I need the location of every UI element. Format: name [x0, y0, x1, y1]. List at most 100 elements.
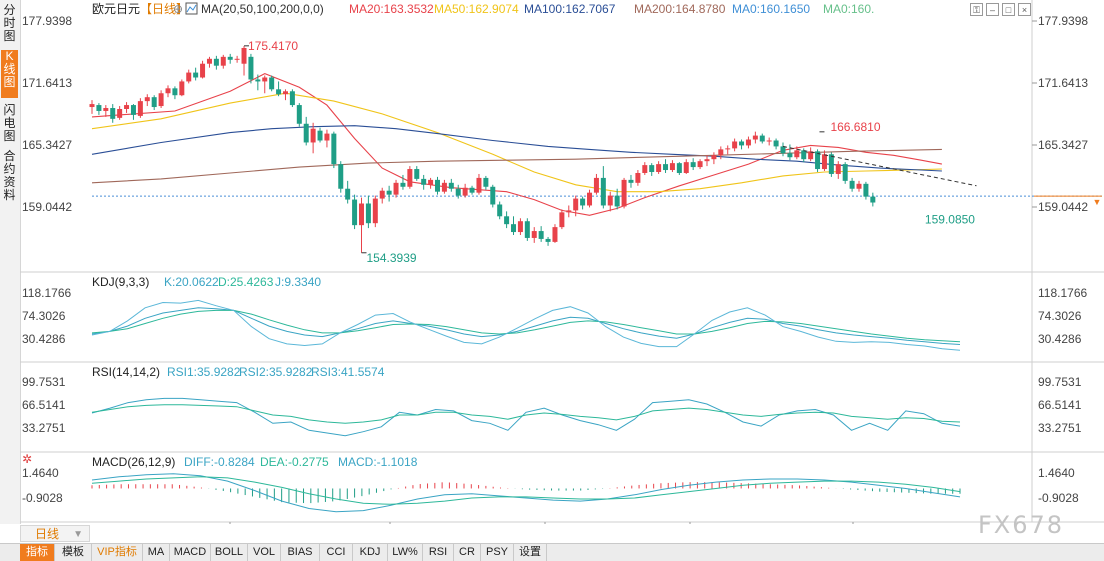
- candle-body: [345, 188, 351, 200]
- candle-body: [725, 148, 731, 150]
- period-select-value: 日线: [35, 527, 60, 541]
- candle-body: [255, 79, 261, 82]
- candle-body: [441, 182, 447, 192]
- rsi-title: RSI(14,14,2): [92, 365, 160, 379]
- bottom-tab-2[interactable]: VIP指标: [92, 544, 143, 561]
- candle-body: [635, 172, 641, 183]
- tab-contract-info[interactable]: 合约资料: [3, 149, 16, 202]
- bottom-tab-4[interactable]: MACD: [170, 544, 211, 561]
- bottom-tab-10[interactable]: LW%: [388, 544, 423, 561]
- candle-body: [580, 198, 586, 206]
- candle-body: [711, 155, 717, 160]
- candle-body: [649, 165, 655, 172]
- candle-body: [352, 199, 358, 226]
- ma-legend-item: MA0:160.: [823, 2, 874, 16]
- lock-icon[interactable]: ⚿: [970, 3, 983, 16]
- kdj-d-line: [91, 309, 961, 343]
- tab-time-sharing[interactable]: 分时图: [3, 3, 16, 43]
- bottom-tab-5[interactable]: BOLL: [211, 544, 248, 561]
- candle-body: [621, 179, 627, 207]
- candle-body: [435, 179, 440, 192]
- candle-body: [552, 227, 558, 242]
- candle-body: [179, 81, 185, 96]
- low-label: 154.3939: [366, 251, 416, 265]
- candle-body: [206, 58, 212, 64]
- ma-legend-item: MA0:160.1650: [732, 2, 810, 16]
- candle-body: [130, 105, 136, 115]
- candle-body: [600, 177, 606, 206]
- candle-body: [656, 164, 662, 172]
- bottom-tab-9[interactable]: KDJ: [353, 544, 388, 561]
- candle-body: [559, 212, 565, 228]
- rsi3-line: [91, 404, 961, 424]
- candle-body: [683, 162, 689, 173]
- bottom-tab-14[interactable]: 设置: [514, 544, 547, 561]
- candle-body: [220, 56, 226, 66]
- candle-body: [469, 187, 475, 193]
- candle-body: [365, 203, 371, 224]
- candle-body: [766, 140, 772, 142]
- candle-body: [587, 192, 593, 206]
- candle-body: [524, 221, 530, 238]
- kdj-y-tick: 118.1766: [1038, 286, 1087, 300]
- macd-dea-label: DEA:-0.2775: [260, 455, 329, 469]
- candle-body: [96, 105, 102, 111]
- candle-body: [739, 141, 745, 146]
- candle-body: [103, 108, 109, 111]
- candle-body: [421, 178, 427, 185]
- bottom-tab-3[interactable]: MA: [143, 544, 170, 561]
- bottom-tab-8[interactable]: CCI: [320, 544, 353, 561]
- bottom-tab-11[interactable]: RSI: [423, 544, 454, 561]
- candle-body: [566, 210, 572, 213]
- macd-y-tick-left: -0.9028: [22, 491, 63, 505]
- tab-kline[interactable]: K线图: [1, 50, 18, 98]
- candle-body: [483, 177, 489, 187]
- candle-body: [462, 187, 468, 196]
- rsi3-label: RSI3:41.5574: [311, 365, 385, 379]
- bottom-tab-13[interactable]: PSY: [481, 544, 514, 561]
- ma-legend-item: MA200:164.8780: [634, 2, 726, 16]
- candle-body: [289, 91, 295, 106]
- kdj-y-tick: 30.4286: [1038, 332, 1082, 346]
- candle-body: [89, 104, 95, 108]
- candle-body: [393, 182, 399, 195]
- macd-y-tick: 1.4640: [1038, 466, 1075, 480]
- y-tick-label-left: 159.0442: [22, 200, 72, 214]
- symbol-name: 欧元日元: [92, 2, 140, 16]
- candle-body: [262, 77, 268, 82]
- tab-flash-chart[interactable]: 闪电图: [3, 103, 16, 143]
- period-select[interactable]: 日线 ▼: [20, 525, 90, 542]
- close-icon[interactable]: ×: [1018, 3, 1031, 16]
- candle-body: [821, 154, 827, 170]
- candle-body: [158, 93, 164, 107]
- bottom-tab-6[interactable]: VOL: [248, 544, 281, 561]
- candle-body: [511, 224, 517, 233]
- ma-line-ma20: [91, 72, 943, 216]
- candle-body: [745, 139, 751, 146]
- candle-body: [331, 133, 337, 165]
- bottom-tab-12[interactable]: CR: [454, 544, 481, 561]
- bottom-tab-0[interactable]: 指标: [20, 544, 55, 561]
- restore-icon[interactable]: □: [1002, 3, 1015, 16]
- candle-body: [172, 88, 178, 96]
- candle-body: [773, 140, 779, 147]
- macd-settings-icon[interactable]: ✲: [22, 452, 33, 466]
- candle-body: [835, 164, 841, 174]
- candle-body: [358, 203, 364, 226]
- candle-body: [400, 182, 406, 187]
- candle-body: [124, 105, 130, 109]
- kdj-title: KDJ(9,3,3): [92, 275, 149, 289]
- rsi-y-tick-left: 99.7531: [22, 375, 66, 389]
- kdj-k-line: [91, 307, 961, 345]
- minimize-icon[interactable]: –: [986, 3, 999, 16]
- candle-body: [379, 190, 385, 199]
- candle-body: [296, 105, 302, 124]
- bottom-tab-1[interactable]: 模板: [55, 544, 92, 561]
- candle-body: [849, 180, 855, 189]
- line-style-icon-glyph: [186, 4, 197, 13]
- candle-body: [676, 163, 682, 173]
- bottom-tab-7[interactable]: BIAS: [281, 544, 320, 561]
- candle-body: [794, 150, 800, 158]
- left-tab-strip: 分时图 K线图 闪电图 合约资料: [0, 0, 21, 524]
- candle-body: [780, 146, 786, 154]
